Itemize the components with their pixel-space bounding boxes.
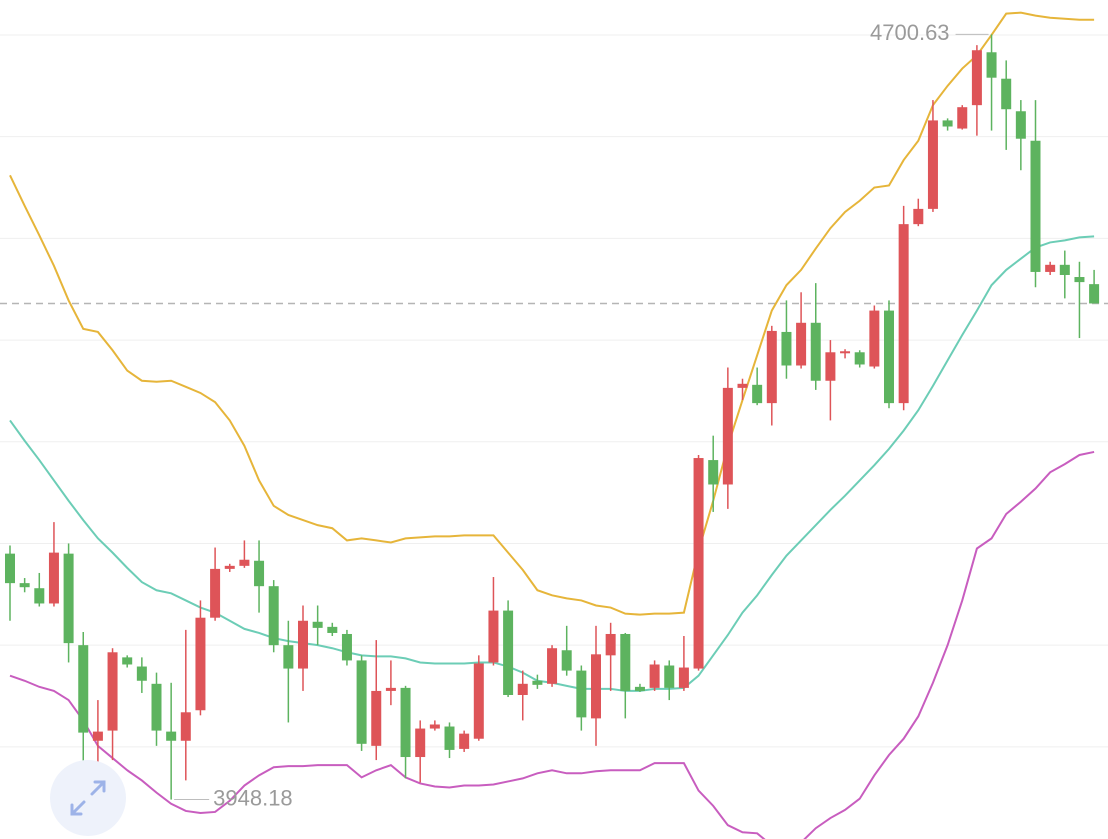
candle-body [957, 107, 968, 129]
candle-body [107, 652, 118, 731]
max-annotation: 4700.63 [870, 20, 950, 45]
candle-body [752, 384, 763, 404]
candle-body [92, 731, 103, 741]
candle-body [371, 690, 382, 746]
candle-body [869, 310, 880, 367]
candle-body [840, 351, 851, 354]
candle-body [34, 588, 45, 604]
candle-body [898, 224, 909, 404]
min-annotation: 3948.18 [213, 785, 293, 810]
candle-body [913, 208, 924, 225]
candle-body [547, 648, 558, 684]
candle-body [1001, 78, 1012, 110]
candle-body [1045, 264, 1056, 272]
candle-body [561, 650, 572, 671]
candle-body [48, 552, 59, 604]
candle-body [517, 683, 528, 695]
candle-body [385, 687, 396, 691]
candle-body [1089, 284, 1100, 304]
annotations: 4700.63 3948.18 [174, 20, 989, 810]
candle-body [78, 645, 89, 733]
candle-body [986, 52, 997, 78]
candle-body [239, 559, 250, 566]
candle-body [254, 560, 265, 587]
candle-body [634, 686, 645, 691]
expand-button-bg [50, 760, 126, 836]
candle-body [19, 583, 30, 588]
expand-icon [70, 780, 106, 816]
grid [0, 34, 1108, 748]
candle-body [708, 460, 719, 485]
candle-body [927, 120, 938, 209]
band-line [9, 235, 1095, 692]
candle-body [810, 322, 821, 381]
candle-body [151, 683, 162, 731]
candle-body [532, 680, 543, 685]
candle-body [224, 565, 235, 569]
candle-body [1059, 264, 1070, 275]
candle-body [825, 352, 836, 381]
candle-body [415, 728, 426, 758]
candle-body [298, 620, 308, 669]
candle-body [854, 352, 865, 365]
candle-body [649, 664, 660, 688]
candle-body [122, 657, 133, 665]
candle-body [503, 610, 514, 695]
candle-body [678, 667, 689, 688]
candle-body [312, 621, 323, 628]
candle-body [620, 633, 631, 691]
band-line [9, 11, 1095, 616]
candle-body [796, 322, 807, 366]
candle-body [180, 712, 191, 741]
candle-body [459, 733, 470, 749]
candle-body [400, 687, 411, 758]
candle-body [781, 331, 792, 366]
candle-body [268, 586, 279, 646]
candle-body [195, 617, 206, 711]
candle-body [693, 458, 704, 669]
candle-body [576, 670, 587, 718]
candle-body [444, 726, 455, 750]
candle-body [942, 120, 953, 127]
candle-body [1030, 140, 1041, 272]
candle-body [327, 626, 338, 633]
candle-body [1015, 111, 1026, 139]
expand-button[interactable] [50, 760, 126, 836]
candle-body [722, 387, 733, 485]
candle-body [766, 330, 777, 404]
candle-body [664, 665, 675, 688]
candle-body [136, 666, 147, 681]
candle-body [356, 660, 367, 744]
candle-body [283, 645, 294, 669]
candle-body [488, 610, 499, 663]
candle-body [341, 633, 352, 661]
candle-body [1074, 277, 1085, 283]
candle-body [971, 50, 982, 106]
candle-body [5, 553, 15, 584]
candle-body [605, 633, 616, 656]
band-line [9, 450, 1095, 839]
candle-body [63, 553, 74, 644]
candles [5, 34, 1100, 800]
candle-body [429, 724, 440, 729]
candle-body [737, 383, 748, 388]
candle-body [884, 310, 894, 404]
candle-body [210, 568, 221, 618]
candle-body [591, 654, 601, 719]
candle-body [166, 731, 177, 741]
candle-body [473, 663, 484, 739]
